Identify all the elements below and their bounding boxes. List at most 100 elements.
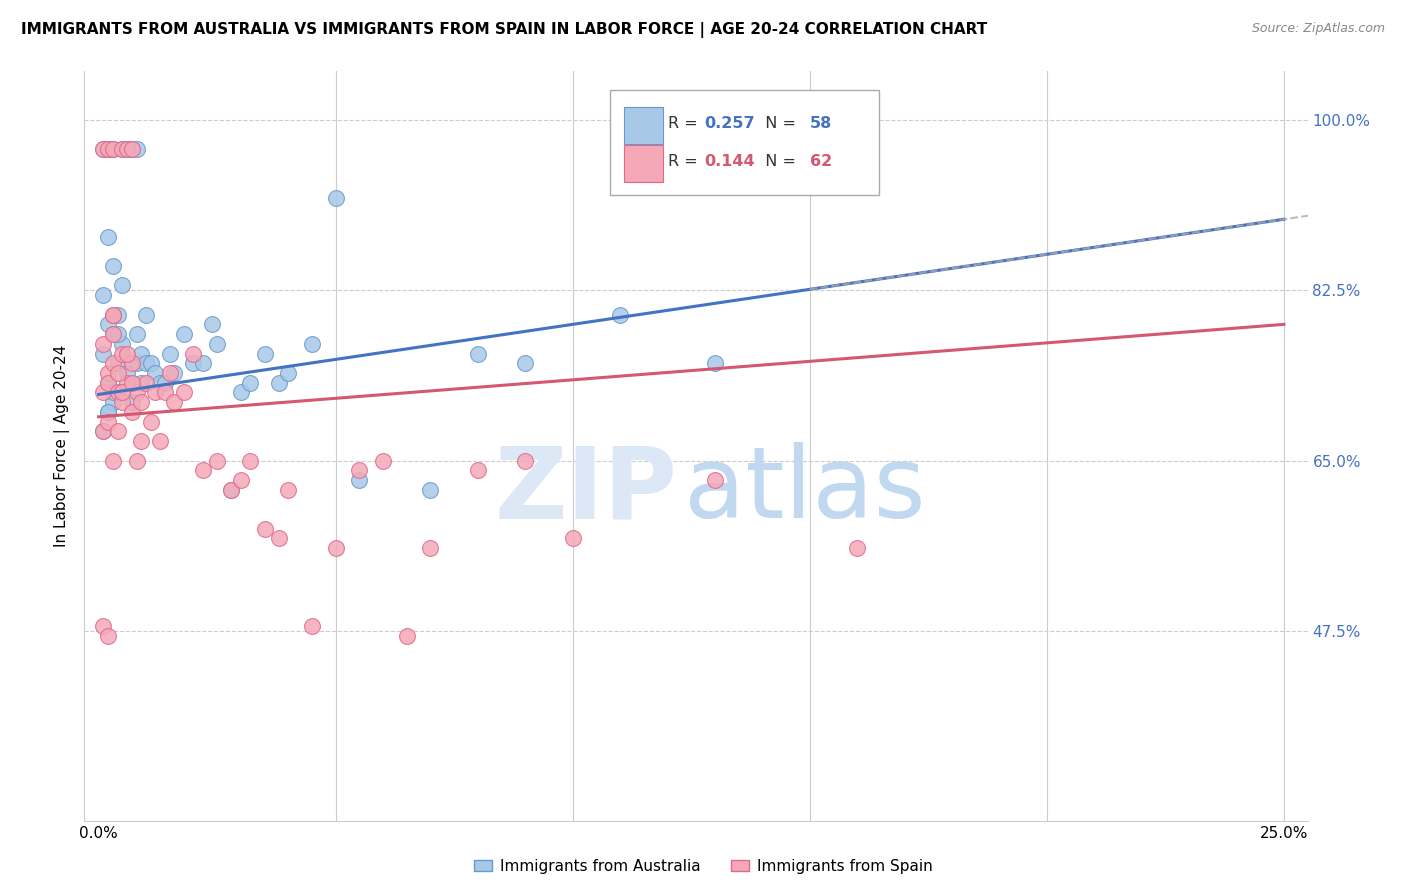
Point <box>111 346 134 360</box>
Point <box>153 385 176 400</box>
Point <box>139 356 162 370</box>
Point <box>125 356 148 370</box>
Point <box>191 356 214 370</box>
Point <box>515 453 537 467</box>
Point <box>129 376 152 390</box>
Point <box>121 356 143 370</box>
Point <box>301 336 323 351</box>
Point <box>159 366 181 380</box>
Point <box>301 619 323 633</box>
Point <box>349 463 371 477</box>
Point <box>159 346 181 360</box>
Point <box>97 318 120 332</box>
Point <box>107 425 129 439</box>
Point <box>267 376 290 390</box>
Point <box>91 619 114 633</box>
Text: 0.144: 0.144 <box>704 153 755 169</box>
Point <box>846 541 869 556</box>
FancyBboxPatch shape <box>624 145 664 181</box>
Point <box>115 376 138 390</box>
Y-axis label: In Labor Force | Age 20-24: In Labor Force | Age 20-24 <box>55 345 70 547</box>
Point <box>101 385 124 400</box>
Point <box>101 327 124 342</box>
Point <box>125 142 148 156</box>
Text: Source: ZipAtlas.com: Source: ZipAtlas.com <box>1251 22 1385 36</box>
Point <box>101 356 124 370</box>
Point <box>201 318 224 332</box>
Point <box>101 385 124 400</box>
Point <box>149 434 172 449</box>
Point <box>111 142 134 156</box>
Text: ZIP: ZIP <box>495 442 678 540</box>
Point <box>149 376 172 390</box>
Point <box>239 453 262 467</box>
Point <box>101 142 124 156</box>
Text: IMMIGRANTS FROM AUSTRALIA VS IMMIGRANTS FROM SPAIN IN LABOR FORCE | AGE 20-24 CO: IMMIGRANTS FROM AUSTRALIA VS IMMIGRANTS … <box>21 22 987 38</box>
Point <box>115 142 138 156</box>
Point <box>111 385 134 400</box>
Point <box>125 327 148 342</box>
Point <box>173 327 195 342</box>
Point <box>111 395 134 409</box>
Point <box>107 308 129 322</box>
Point <box>129 346 152 360</box>
Point <box>703 356 725 370</box>
Point <box>121 376 143 390</box>
Point <box>205 336 228 351</box>
Point <box>97 405 120 419</box>
Legend: Immigrants from Australia, Immigrants from Spain: Immigrants from Australia, Immigrants fr… <box>467 853 939 880</box>
FancyBboxPatch shape <box>624 107 664 144</box>
Point <box>229 473 252 487</box>
Point <box>277 366 299 380</box>
Point <box>229 385 252 400</box>
Point <box>163 366 186 380</box>
Text: R =: R = <box>668 153 703 169</box>
Point <box>139 415 162 429</box>
Point <box>239 376 262 390</box>
Point <box>609 308 631 322</box>
Point <box>129 395 152 409</box>
Point <box>101 327 124 342</box>
Point <box>371 453 394 467</box>
Point <box>115 366 138 380</box>
Point <box>115 142 138 156</box>
Point <box>111 336 134 351</box>
Point <box>97 142 120 156</box>
Point <box>121 395 143 409</box>
Point <box>107 327 129 342</box>
Point <box>107 356 129 370</box>
Point <box>101 308 124 322</box>
Point <box>467 463 489 477</box>
Point <box>91 346 114 360</box>
Point <box>111 142 134 156</box>
Point <box>107 366 129 380</box>
Point <box>325 541 347 556</box>
Point <box>91 142 114 156</box>
Point <box>97 366 120 380</box>
Point <box>419 541 441 556</box>
Point <box>97 376 120 390</box>
Point <box>125 385 148 400</box>
Point <box>135 308 157 322</box>
Point <box>101 259 124 273</box>
Point <box>703 473 725 487</box>
Point <box>91 385 114 400</box>
Point <box>101 308 124 322</box>
Point <box>221 483 243 497</box>
Text: N =: N = <box>755 153 801 169</box>
Point <box>419 483 441 497</box>
Point <box>121 405 143 419</box>
Point <box>121 142 143 156</box>
Point <box>91 336 114 351</box>
Point <box>145 366 167 380</box>
Point <box>125 453 148 467</box>
Text: 62: 62 <box>810 153 832 169</box>
Point <box>267 532 290 546</box>
Point <box>97 376 120 390</box>
Point <box>97 142 120 156</box>
Point <box>221 483 243 497</box>
Point <box>253 346 276 360</box>
Point <box>91 425 114 439</box>
Point <box>135 376 157 390</box>
Point <box>467 346 489 360</box>
